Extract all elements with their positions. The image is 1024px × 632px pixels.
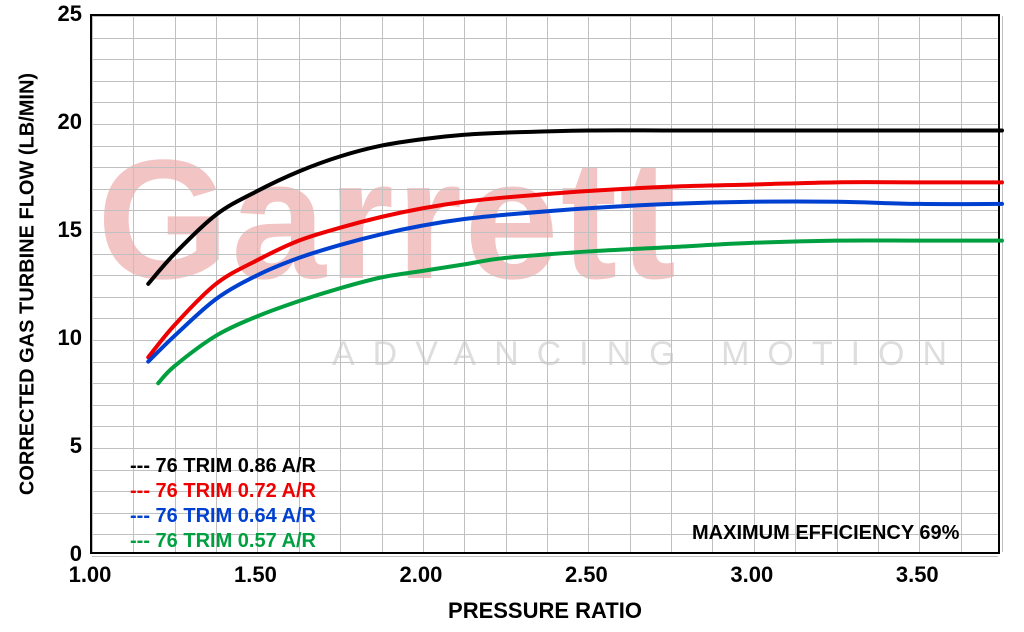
series-line xyxy=(148,201,1002,361)
legend-item: --- 76 TRIM 0.72 A/R xyxy=(130,479,316,504)
legend-item: --- 76 TRIM 0.57 A/R xyxy=(130,529,316,554)
y-tick: 0 xyxy=(50,541,82,567)
y-tick: 20 xyxy=(50,109,82,135)
x-tick: 2.00 xyxy=(399,562,442,588)
max-efficiency-annotation: MAXIMUM EFFICIENCY 69% xyxy=(692,522,959,545)
legend-item: --- 76 TRIM 0.86 A/R xyxy=(130,454,316,479)
y-tick: 25 xyxy=(50,1,82,27)
legend: --- 76 TRIM 0.86 A/R--- 76 TRIM 0.72 A/R… xyxy=(130,454,316,554)
x-axis-label: PRESSURE RATIO xyxy=(448,598,642,624)
x-tick: 3.50 xyxy=(896,562,939,588)
x-tick: 1.50 xyxy=(234,562,277,588)
x-tick: 3.00 xyxy=(730,562,773,588)
y-tick: 5 xyxy=(50,433,82,459)
legend-item: --- 76 TRIM 0.64 A/R xyxy=(130,504,316,529)
y-tick: 10 xyxy=(50,325,82,351)
series-line xyxy=(148,130,1002,284)
turbine-flow-chart: Garrett ADVANCING MOTION --- 76 TRIM 0.8… xyxy=(0,0,1024,632)
x-tick: 2.50 xyxy=(565,562,608,588)
y-axis-label: CORRECTED GAS TURBINE FLOW (LB/MIN) xyxy=(17,73,40,495)
y-tick: 15 xyxy=(50,217,82,243)
plot-area: Garrett ADVANCING MOTION --- 76 TRIM 0.8… xyxy=(90,14,1000,554)
